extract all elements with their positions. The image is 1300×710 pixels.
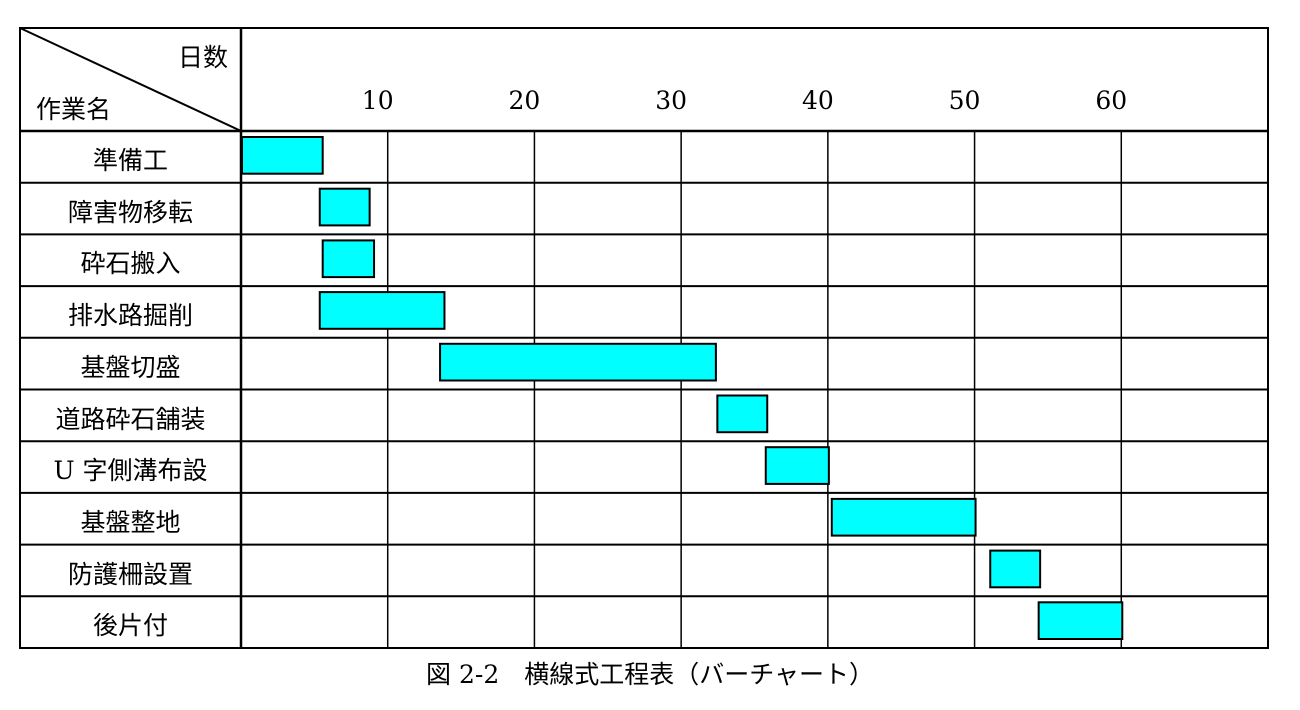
header-days-label: 日数 [177, 43, 228, 72]
x-tick-label: 30 [655, 86, 688, 115]
header-diagonal [19, 27, 242, 132]
x-tick-label: 20 [508, 86, 541, 115]
task-label: 障害物移転 [67, 197, 193, 227]
task-bar [318, 291, 446, 330]
task-label: 後片付 [92, 611, 168, 641]
task-bar [241, 136, 324, 175]
task-label: 準備工 [92, 146, 168, 175]
task-bar [318, 187, 371, 227]
task-bar [439, 342, 717, 382]
x-tick-label: 60 [1095, 86, 1128, 115]
chart-caption: 図 2-2 横線式工程表（バーチャート） [426, 660, 874, 689]
task-bar [716, 394, 769, 434]
task-label: 基盤切盛 [80, 352, 181, 382]
task-label: 道路砕石舗装 [55, 404, 206, 434]
task-label: 基盤整地 [80, 507, 181, 537]
x-tick-label: 50 [948, 86, 981, 115]
task-label: 砕石搬入 [80, 249, 181, 279]
task-label: 排水路掘削 [67, 301, 193, 331]
x-tick-label: 10 [361, 86, 394, 115]
task-bar [764, 446, 830, 485]
task-label: 防護柵設置 [67, 559, 193, 589]
table-frame [19, 27, 1269, 649]
task-bar [321, 239, 376, 279]
header-task-label: 作業名 [36, 95, 112, 124]
x-tick-label: 40 [801, 86, 834, 115]
task-bar [830, 497, 977, 537]
task-bar [989, 549, 1042, 589]
task-bar [1037, 601, 1124, 640]
task-label: U 字側溝布設 [53, 456, 208, 486]
